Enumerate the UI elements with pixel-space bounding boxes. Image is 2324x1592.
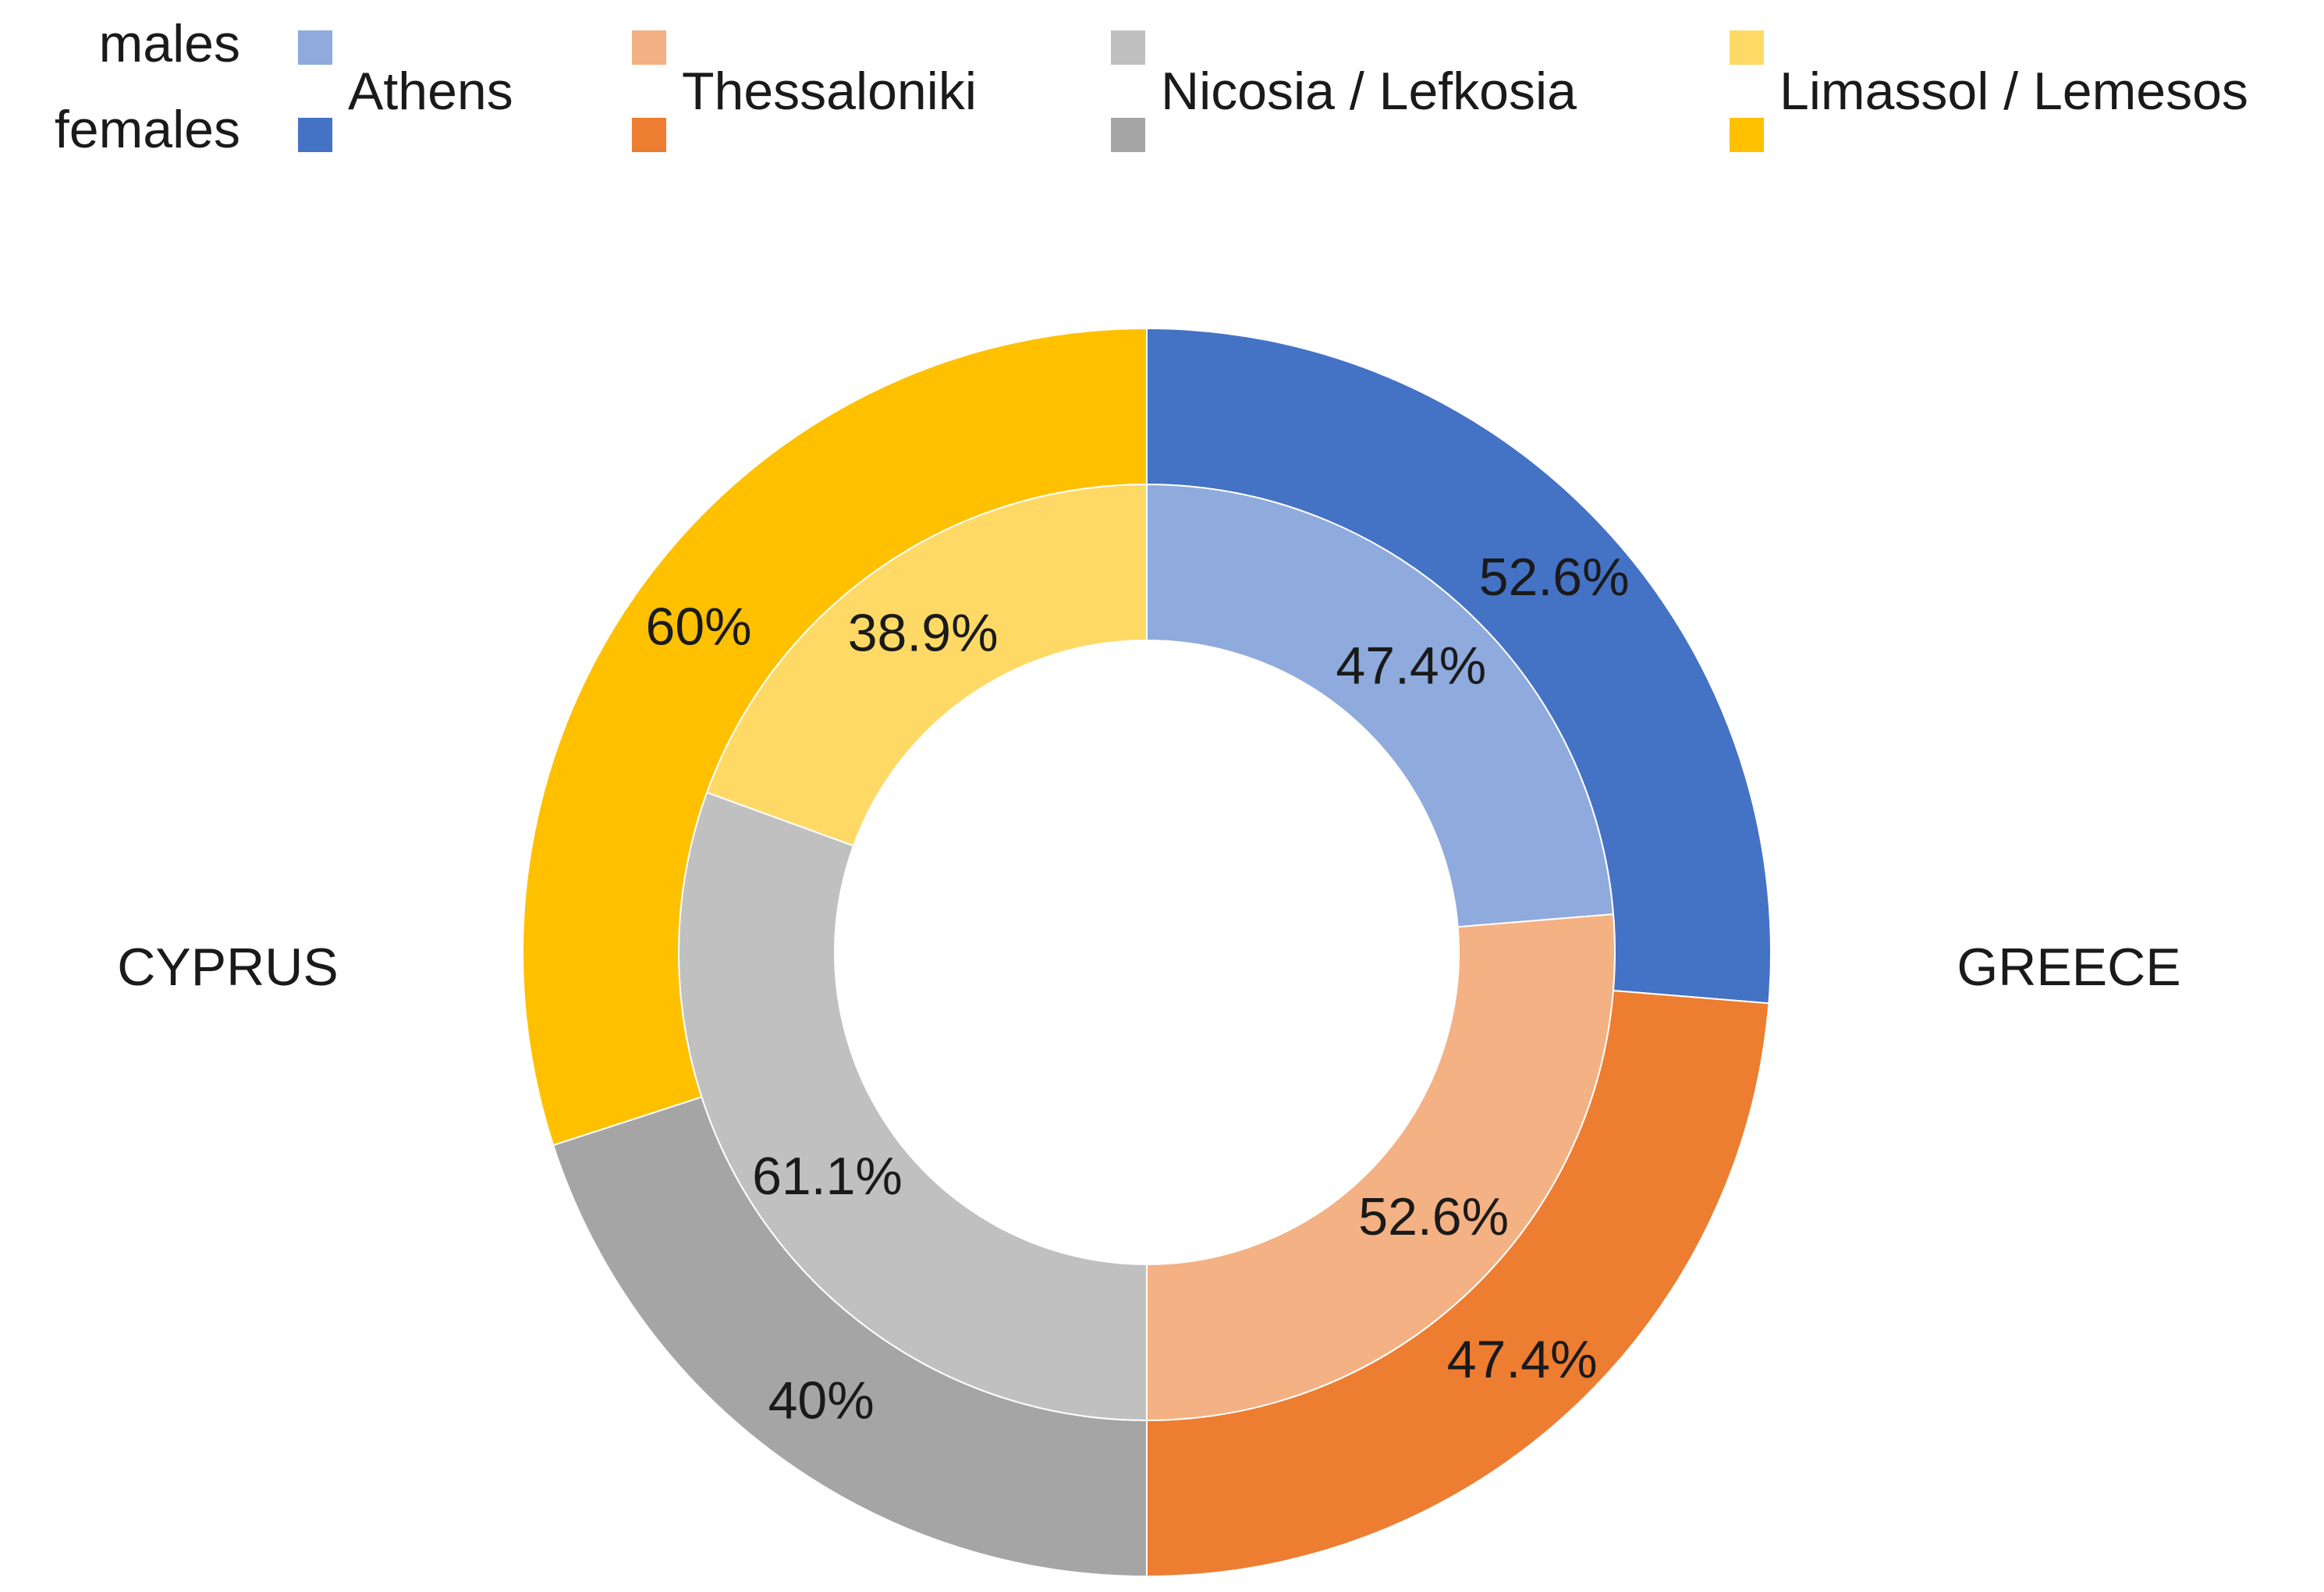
legend-row-label-females: females — [55, 100, 240, 159]
females-slice-limassol-lemesos — [522, 327, 1148, 1147]
females-slice-nicosia-lefkosia — [552, 1096, 1148, 1578]
legend-swatch-males-limassol-lemesos — [1730, 30, 1764, 65]
females-label-nicosia-lefkosia: 40% — [768, 1370, 875, 1430]
females-slice-thessaloniki — [1146, 989, 1770, 1578]
legend-swatch-males-athens — [298, 30, 332, 65]
males-label-nicosia-lefkosia: 61.1% — [752, 1147, 903, 1206]
legend-swatch-males-nicosia-lefkosia — [1111, 30, 1145, 65]
donut-slices — [522, 327, 1772, 1578]
side-label-greece: GREECE — [1957, 938, 2180, 997]
females-label-thessaloniki: 47.4% — [1447, 1330, 1598, 1389]
legend-swatch-females-athens — [298, 118, 332, 152]
legend-swatch-males-thessaloniki — [632, 30, 666, 65]
data-labels: 47.4% 52.6% 61.1% 38.9% 52.6% 47.4% 40% 60% — [646, 548, 1630, 1431]
legend-row-label-males: males — [99, 14, 240, 73]
legend-label-limassol-lemesos: Limassol / Lemesos — [1779, 62, 2248, 121]
legend-label-nicosia-lefkosia: Nicosia / Lefkosia — [1161, 62, 1577, 121]
legend-label-thessaloniki: Thessaloniki — [682, 62, 977, 121]
males-label-athens: 47.4% — [1336, 636, 1486, 695]
legend-swatch-females-nicosia-lefkosia — [1111, 118, 1145, 152]
legend-swatch-females-limassol-lemesos — [1730, 118, 1764, 152]
males-label-limassol-lemesos: 38.9% — [848, 603, 999, 662]
females-label-limassol-lemesos: 60% — [646, 597, 752, 657]
males-label-thessaloniki: 52.6% — [1358, 1187, 1509, 1246]
legend-swatch-females-thessaloniki — [632, 118, 666, 152]
legend-label-athens: Athens — [348, 62, 513, 121]
females-slice-athens — [1146, 327, 1772, 1005]
side-labels: CYPRUS GREECE — [117, 938, 2180, 997]
females-label-athens: 52.6% — [1479, 548, 1630, 607]
legend: males females Athens Thessaloniki Nicosia / … — [55, 14, 2248, 159]
side-label-cyprus: CYPRUS — [117, 938, 338, 997]
